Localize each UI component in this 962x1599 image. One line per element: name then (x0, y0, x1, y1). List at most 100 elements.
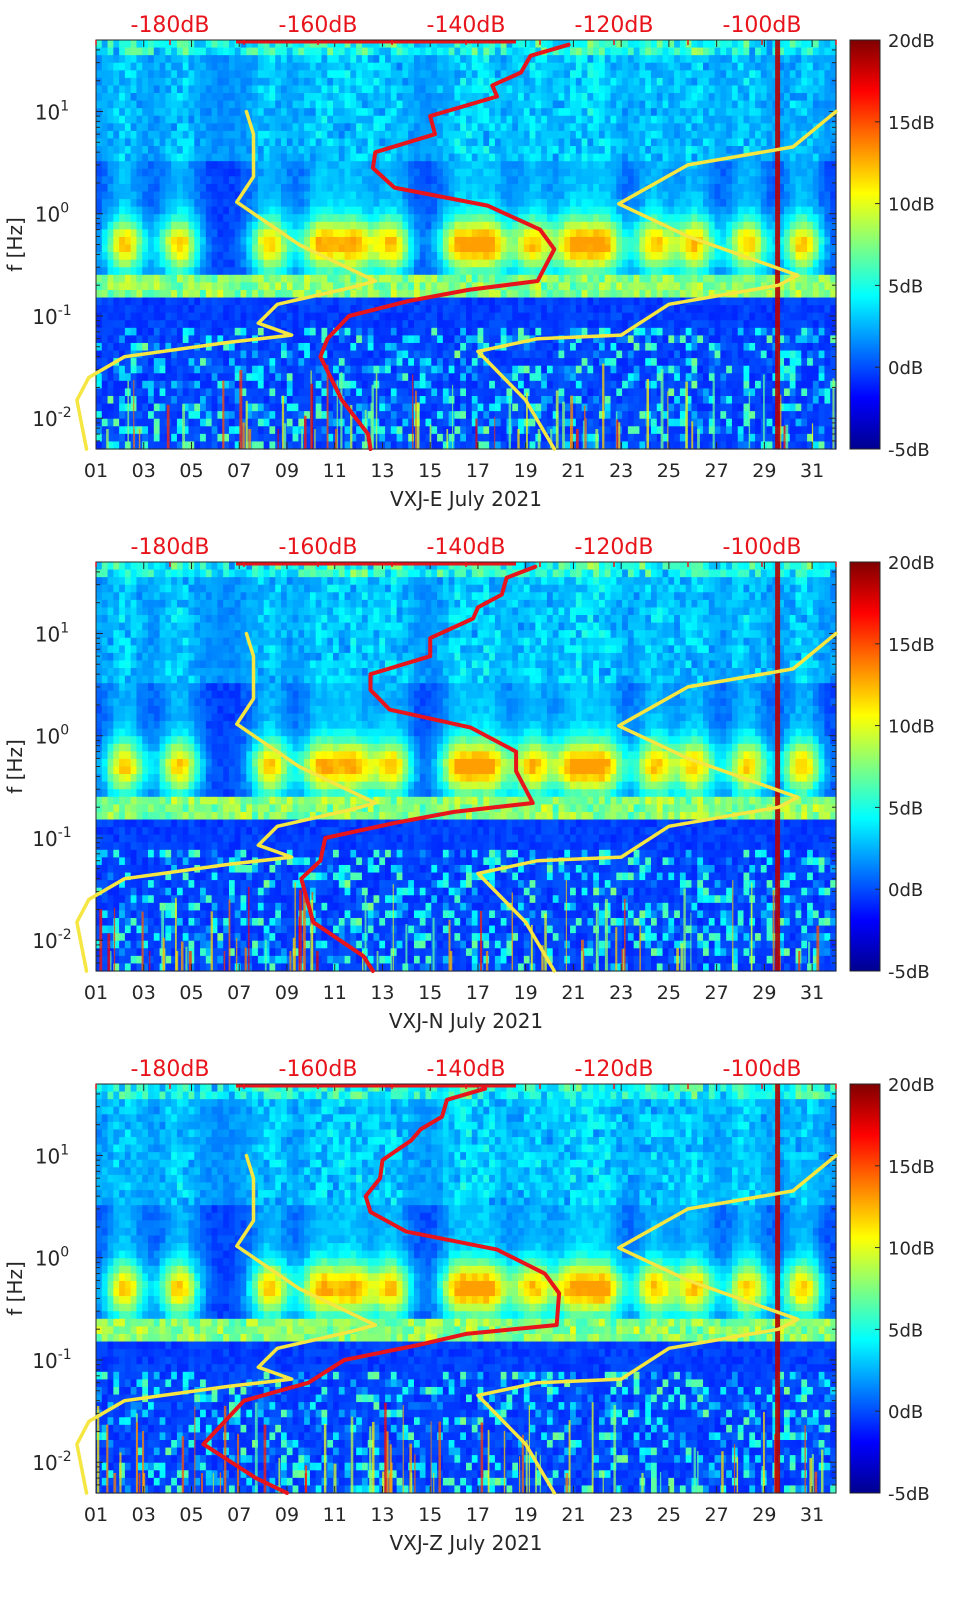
spectrogram-cell (425, 274, 432, 283)
spectrogram-cell (558, 62, 565, 71)
spectrogram-cell (188, 252, 195, 261)
spectrogram-cell (437, 199, 444, 208)
spectrogram-cell (593, 365, 600, 374)
spectrogram-cell (269, 403, 276, 412)
spectrogram-cell (263, 229, 271, 238)
spectrogram-cell (500, 433, 508, 443)
spectrogram-cell (431, 395, 438, 405)
spectrogram-cell (500, 350, 508, 359)
spectrogram-cell (471, 221, 479, 230)
spectrogram-cell (402, 342, 409, 352)
spectrogram-cell (182, 365, 190, 374)
spectrogram-cell (564, 191, 571, 200)
spectrogram-cell (200, 267, 207, 276)
spectrogram-cell (454, 123, 461, 132)
spectrogram-cell (321, 305, 328, 314)
spectrogram-cell (298, 55, 305, 64)
spectrogram-cell (587, 282, 594, 291)
spectrogram-cell (558, 342, 565, 352)
spectrogram-cell (489, 358, 496, 367)
spectrogram-cell (616, 327, 623, 336)
spectrogram-cell (552, 108, 560, 117)
spectrogram-cell (286, 433, 294, 443)
spectrogram-cell (182, 40, 190, 49)
spectrogram-cell (165, 335, 172, 344)
spectrogram-cell (431, 108, 438, 117)
spectrogram-cell (344, 229, 351, 238)
spectrogram-cell (356, 305, 363, 314)
spectrogram-cell (257, 123, 265, 132)
spectrogram-cell (419, 426, 427, 435)
spectrogram-cell (390, 176, 398, 185)
spectrogram-cell (413, 123, 421, 132)
spectrogram-cell (223, 395, 230, 405)
spectrogram-cell (194, 395, 201, 405)
spectrogram-cell (148, 373, 155, 382)
spectrogram-cell (298, 153, 305, 162)
spectrogram-cell (593, 297, 600, 306)
spectrogram-cell (171, 274, 178, 283)
spectrogram-cell (570, 305, 577, 314)
spectrogram-cell (234, 252, 242, 261)
spectrogram-cell (413, 130, 421, 140)
spectrogram-cell (234, 289, 242, 299)
spectrogram-cell (425, 199, 432, 208)
spectrogram-cell (107, 199, 114, 208)
spectrogram-cell (101, 191, 109, 200)
spectrogram-cell (188, 168, 195, 177)
spectrogram-cell (598, 130, 606, 140)
spectrogram-cell (598, 199, 606, 208)
spectrogram-cell (281, 388, 288, 397)
spectrogram-cell (437, 380, 444, 389)
spectrogram-cell (466, 115, 473, 124)
spectrogram-cell (257, 138, 265, 147)
spectrogram-cell (275, 289, 282, 299)
spectrogram-cell (587, 47, 594, 56)
spectrogram-cell (96, 312, 103, 321)
spectrogram-cell (448, 153, 456, 162)
spectrogram-cell (535, 146, 542, 155)
spectrogram-cell (385, 221, 392, 230)
spectrogram-cell (379, 388, 386, 397)
spectrogram-cell (194, 252, 201, 261)
spectrogram-cell (350, 358, 357, 367)
spectrogram-cell (494, 418, 502, 427)
spectrogram-cell (604, 93, 612, 102)
spectrogram-cell (211, 312, 219, 321)
spectrogram-cell (182, 236, 190, 246)
spectrogram-cell (286, 335, 294, 344)
spectrogram-cell (269, 85, 276, 94)
spectrogram-cell (431, 70, 438, 79)
spectrogram-cell (119, 380, 126, 389)
spectrogram-cell (292, 206, 299, 215)
spectrogram-cell (373, 55, 380, 64)
spectrogram-cell (454, 176, 461, 185)
spectrogram-cell (200, 183, 207, 193)
spectrogram-cell (281, 380, 288, 389)
spectrogram-cell (309, 168, 317, 177)
spectrogram-cell (593, 267, 600, 276)
spectrogram-cell (240, 289, 247, 299)
spectrogram-cell (448, 403, 456, 412)
spectrogram-cell (448, 62, 456, 71)
spectrogram-cell (269, 183, 276, 193)
spectrogram-cell (408, 85, 415, 94)
spectrogram-cell (228, 176, 236, 185)
spectrogram-cell (240, 221, 247, 230)
spectrogram-cell (228, 191, 236, 200)
spectrogram-cell (385, 365, 392, 374)
spectrogram-cell (292, 350, 299, 359)
spectrogram-cell (413, 358, 421, 367)
spectrogram-cell (477, 236, 484, 246)
spectrogram-cell (454, 365, 461, 374)
spectrogram-cell (546, 85, 554, 94)
spectrogram-cell (350, 297, 357, 306)
spectrogram-cell (246, 305, 253, 314)
spectrogram-cell (552, 138, 560, 147)
spectrogram-cell (309, 221, 317, 230)
spectrogram-cell (234, 380, 242, 389)
spectrogram-cell (587, 183, 594, 193)
spectrogram-cell (460, 267, 467, 276)
spectrogram-cell (361, 320, 369, 329)
spectrogram-cell (610, 388, 617, 397)
